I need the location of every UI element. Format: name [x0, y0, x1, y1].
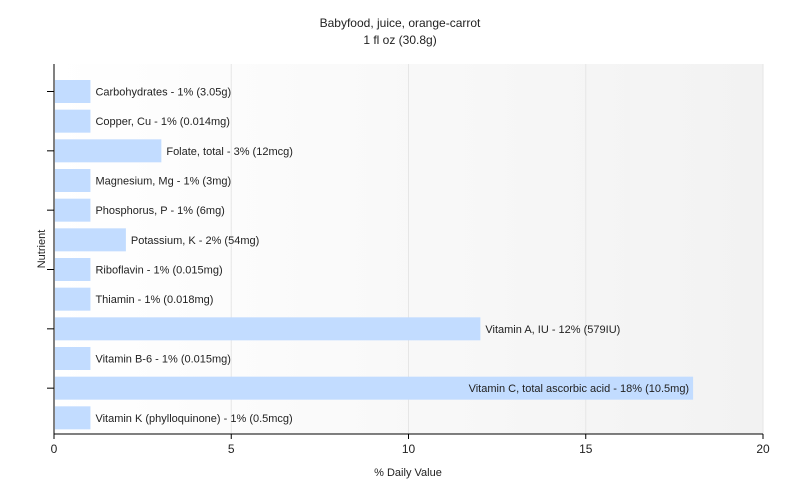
x-tick-label-4: 20 — [756, 442, 770, 456]
bar-label-11: Vitamin K (phylloquinone) - 1% (0.5mcg) — [95, 413, 292, 425]
bar-label-7: Thiamin - 1% (0.018mg) — [95, 294, 213, 306]
bar-label-9: Vitamin B-6 - 1% (0.015mg) — [95, 354, 231, 366]
bar-0 — [55, 80, 91, 103]
bar-5 — [55, 228, 126, 252]
bar-label-1: Copper, Cu - 1% (0.014mg) — [95, 116, 230, 128]
bar-label-5: Potassium, K - 2% (54mg) — [131, 235, 259, 247]
bar-label-2: Folate, total - 3% (12mcg) — [166, 146, 293, 158]
bar-label-4: Phosphorus, P - 1% (6mg) — [95, 205, 224, 217]
x-tick-label-3: 15 — [579, 442, 593, 456]
x-axis-title: % Daily Value — [374, 467, 442, 479]
chart-title: Babyfood, juice, orange-carrot — [319, 16, 481, 30]
bar-label-10: Vitamin C, total ascorbic acid - 18% (10… — [469, 383, 690, 395]
bars: Carbohydrates - 1% (3.05g) Copper, Cu - 1… — [55, 80, 694, 430]
x-tick-label-2: 10 — [402, 442, 416, 456]
x-tick-label-1: 5 — [228, 442, 235, 456]
bar-10 — [55, 376, 694, 400]
x-tick-label-0: 0 — [51, 442, 58, 456]
gridlines — [230, 64, 764, 434]
bar-6 — [55, 258, 91, 281]
bar-label-3: Magnesium, Mg - 1% (3mg) — [95, 176, 231, 188]
bar-9 — [55, 347, 91, 370]
bar-label-6: Riboflavin - 1% (0.015mg) — [95, 265, 222, 277]
bar-11 — [55, 406, 91, 430]
bar-2 — [55, 139, 162, 163]
bar-7 — [55, 287, 91, 311]
bar-3 — [55, 169, 91, 192]
axes: 0 5 10 15 20 — [47, 64, 770, 456]
y-axis-title: Nutrient — [36, 230, 48, 269]
bar-4 — [55, 198, 91, 222]
bar-1 — [55, 109, 91, 133]
bar-label-0: Carbohydrates - 1% (3.05g) — [95, 87, 231, 99]
bar-8 — [55, 317, 481, 341]
bar-label-8: Vitamin A, IU - 12% (579IU) — [485, 324, 620, 336]
chart-subtitle: 1 fl oz (30.8g) — [363, 33, 437, 47]
